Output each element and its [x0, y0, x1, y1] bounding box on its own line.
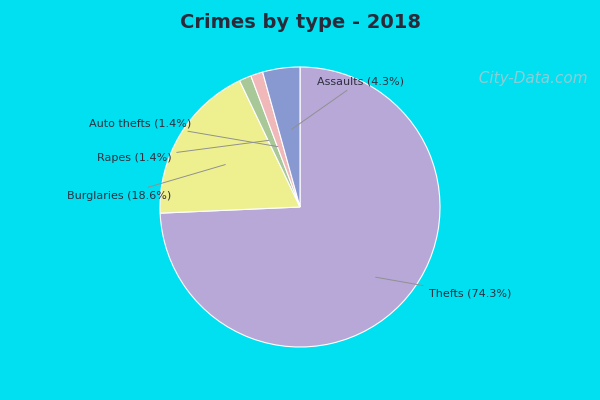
Text: City-Data.com: City-Data.com	[469, 72, 587, 86]
Text: Thefts (74.3%): Thefts (74.3%)	[376, 277, 511, 299]
Text: Auto thefts (1.4%): Auto thefts (1.4%)	[89, 118, 278, 147]
Wedge shape	[160, 81, 300, 213]
Text: Rapes (1.4%): Rapes (1.4%)	[97, 140, 269, 163]
Wedge shape	[263, 67, 300, 207]
Text: Burglaries (18.6%): Burglaries (18.6%)	[67, 164, 226, 201]
Wedge shape	[160, 67, 440, 347]
Wedge shape	[251, 72, 300, 207]
Text: Crimes by type - 2018: Crimes by type - 2018	[179, 14, 421, 32]
Wedge shape	[239, 76, 300, 207]
Text: Assaults (4.3%): Assaults (4.3%)	[292, 76, 404, 129]
